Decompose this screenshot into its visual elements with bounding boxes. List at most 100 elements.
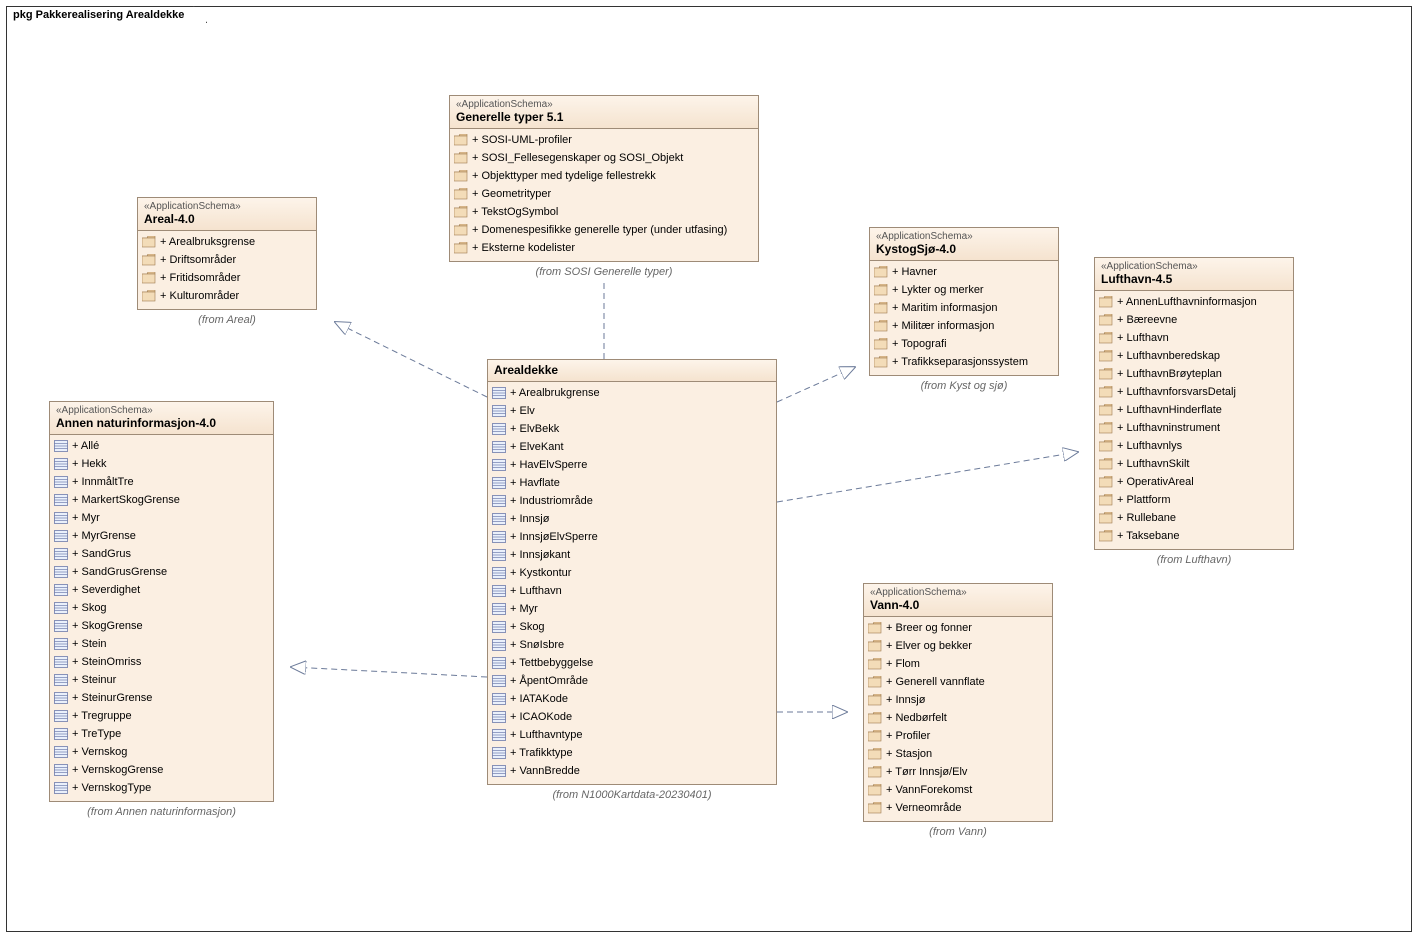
item-label: + Tettbebyggelse bbox=[510, 655, 593, 671]
item-label: + Tregruppe bbox=[72, 708, 132, 724]
list-item: + Havflate bbox=[492, 474, 772, 492]
folder-icon bbox=[1099, 458, 1113, 470]
folder-icon bbox=[868, 712, 882, 724]
class-icon bbox=[54, 764, 68, 776]
class-icon bbox=[492, 621, 506, 633]
class-icon bbox=[54, 674, 68, 686]
folder-icon bbox=[1099, 296, 1113, 308]
folder-icon bbox=[1099, 350, 1113, 362]
folder-icon bbox=[454, 188, 468, 200]
item-label: + ÅpentOmråde bbox=[510, 673, 588, 689]
box-body: + Arealbruksgrense+ Driftsområder+ Friti… bbox=[138, 231, 316, 309]
list-item: + SteinOmriss bbox=[54, 653, 269, 671]
folder-icon bbox=[874, 356, 888, 368]
list-item: + Eksterne kodelister bbox=[454, 239, 754, 257]
box-body: + Arealbrukgrense+ Elv+ ElvBekk+ ElveKan… bbox=[488, 382, 776, 784]
item-label: + Profiler bbox=[886, 728, 930, 744]
class-icon bbox=[492, 441, 506, 453]
list-item: + Trafikkseparasjonssystem bbox=[874, 353, 1054, 371]
class-icon bbox=[492, 459, 506, 471]
from-note: (from Vann) bbox=[863, 826, 1053, 838]
item-label: + Flom bbox=[886, 656, 920, 672]
box-body: + SOSI-UML-profiler+ SOSI_Fellesegenskap… bbox=[450, 129, 758, 261]
list-item: + Stein bbox=[54, 635, 269, 653]
folder-icon bbox=[142, 254, 156, 266]
list-item: + LufthavnforsvarsDetalj bbox=[1099, 383, 1289, 401]
folder-icon bbox=[454, 224, 468, 236]
list-item: + Lykter og merker bbox=[874, 281, 1054, 299]
list-item: + Nedbørfelt bbox=[868, 709, 1048, 727]
box-body: + Breer og fonner+ Elver og bekker+ Flom… bbox=[864, 617, 1052, 821]
from-note: (from N1000Kartdata-20230401) bbox=[487, 789, 777, 801]
item-label: + Myr bbox=[510, 601, 538, 617]
list-item: + VannForekomst bbox=[868, 781, 1048, 799]
box-body: + Havner+ Lykter og merker+ Maritim info… bbox=[870, 261, 1058, 375]
class-icon bbox=[54, 638, 68, 650]
item-label: + Innsjø bbox=[510, 511, 549, 527]
item-label: + Lufthavninstrument bbox=[1117, 420, 1220, 436]
item-label: + Driftsområder bbox=[160, 252, 236, 268]
item-label: + Verneområde bbox=[886, 800, 962, 816]
class-icon bbox=[54, 494, 68, 506]
list-item: + LufthavnBrøyteplan bbox=[1099, 365, 1289, 383]
folder-icon bbox=[1099, 404, 1113, 416]
item-label: + Arealbrukgrense bbox=[510, 385, 600, 401]
class-icon bbox=[54, 440, 68, 452]
item-label: + Elver og bekker bbox=[886, 638, 972, 654]
list-item: + Allé bbox=[54, 437, 269, 455]
folder-icon bbox=[454, 242, 468, 254]
folder-icon bbox=[1099, 440, 1113, 452]
folder-icon bbox=[1099, 314, 1113, 326]
item-label: + Trafikktype bbox=[510, 745, 573, 761]
list-item: + Taksebane bbox=[1099, 527, 1289, 545]
item-label: + Rullebane bbox=[1117, 510, 1176, 526]
frame-title: pkg Pakkerealisering Arealdekke bbox=[6, 6, 207, 23]
folder-icon bbox=[142, 236, 156, 248]
item-label: + Eksterne kodelister bbox=[472, 240, 575, 256]
list-item: + OperativAreal bbox=[1099, 473, 1289, 491]
class-icon bbox=[492, 495, 506, 507]
list-item: + Steinur bbox=[54, 671, 269, 689]
item-label: + ICAOKode bbox=[510, 709, 572, 725]
list-item: + LufthavnHinderflate bbox=[1099, 401, 1289, 419]
item-label: + Vernskog bbox=[72, 744, 127, 760]
list-item: + Objekttyper med tydelige fellestrekk bbox=[454, 167, 754, 185]
class-icon bbox=[54, 620, 68, 632]
folder-icon bbox=[868, 658, 882, 670]
folder-icon bbox=[868, 694, 882, 706]
list-item: + Skog bbox=[492, 618, 772, 636]
item-label: + LufthavnforsvarsDetalj bbox=[1117, 384, 1236, 400]
box-kystsjo: «ApplicationSchema» KystogSjø-4.0 + Havn… bbox=[869, 227, 1059, 376]
list-item: + LufthavnSkilt bbox=[1099, 455, 1289, 473]
class-icon bbox=[54, 746, 68, 758]
item-label: + Topografi bbox=[892, 336, 947, 352]
list-item: + SkogGrense bbox=[54, 617, 269, 635]
item-label: + InnmåltTre bbox=[72, 474, 134, 490]
list-item: + SteinurGrense bbox=[54, 689, 269, 707]
list-item: + Profiler bbox=[868, 727, 1048, 745]
box-title: KystogSjø-4.0 bbox=[876, 242, 1052, 256]
box-title: Annen naturinformasjon-4.0 bbox=[56, 416, 267, 430]
list-item: + SnøIsbre bbox=[492, 636, 772, 654]
item-label: + AnnenLufthavninformasjon bbox=[1117, 294, 1257, 310]
item-label: + Lufthavn bbox=[1117, 330, 1169, 346]
list-item: + Kystkontur bbox=[492, 564, 772, 582]
item-label: + Myr bbox=[72, 510, 100, 526]
class-icon bbox=[54, 476, 68, 488]
class-icon bbox=[54, 530, 68, 542]
box-body: + Allé+ Hekk+ InnmåltTre+ MarkertSkogGre… bbox=[50, 435, 273, 801]
list-item: + Innsjøkant bbox=[492, 546, 772, 564]
item-label: + LufthavnHinderflate bbox=[1117, 402, 1222, 418]
folder-icon bbox=[142, 290, 156, 302]
folder-icon bbox=[868, 730, 882, 742]
box-annen: «ApplicationSchema» Annen naturinformasj… bbox=[49, 401, 274, 802]
item-label: + VernskogGrense bbox=[72, 762, 163, 778]
stereotype: «ApplicationSchema» bbox=[144, 201, 310, 212]
item-label: + Kulturområder bbox=[160, 288, 239, 304]
list-item: + Innsjø bbox=[492, 510, 772, 528]
class-icon bbox=[492, 765, 506, 777]
list-item: + Lufthavnberedskap bbox=[1099, 347, 1289, 365]
folder-icon bbox=[1099, 332, 1113, 344]
from-note: (from Kyst og sjø) bbox=[869, 380, 1059, 392]
list-item: + Verneområde bbox=[868, 799, 1048, 817]
